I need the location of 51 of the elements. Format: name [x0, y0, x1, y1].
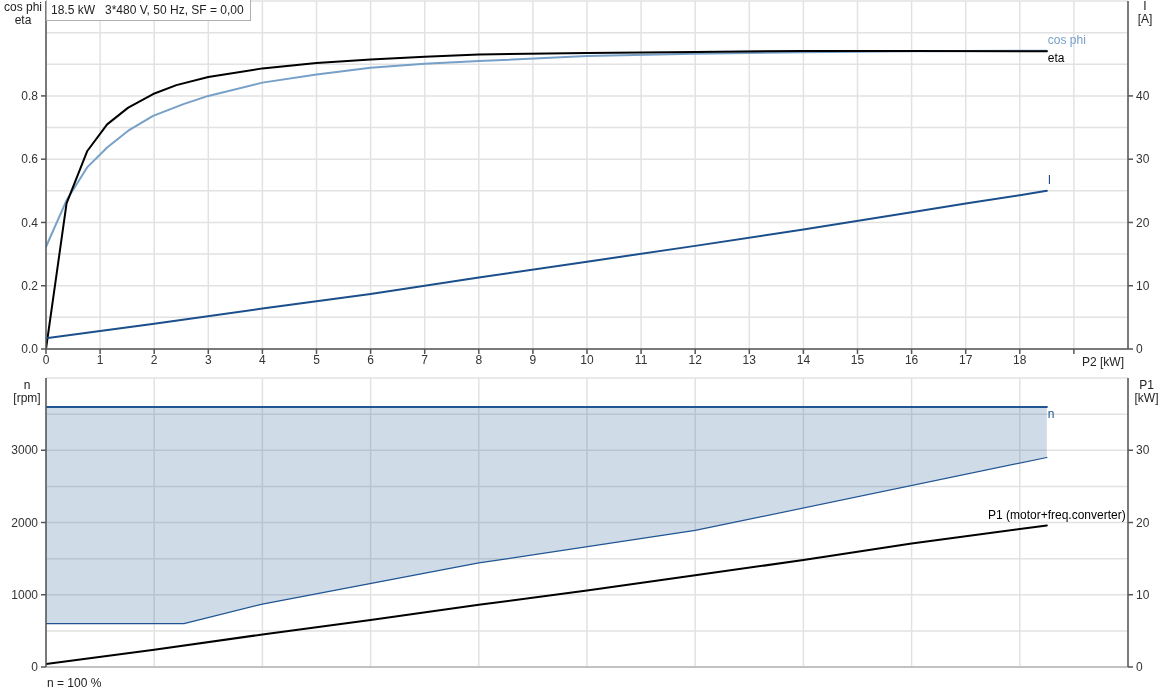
y2-tick-label: 0	[1136, 660, 1143, 675]
x-tick-label: 5	[313, 352, 321, 367]
y2-tick-label: 20	[1136, 515, 1150, 530]
series-label: P1 (motor+freq.converter)	[987, 508, 1126, 523]
y-tick-label: 3000	[11, 443, 39, 458]
y2-tick-label: 40	[1136, 89, 1150, 104]
x-tick-label: 14	[796, 352, 811, 367]
x-tick-label: 3	[204, 352, 212, 367]
x-tick-label: 8	[475, 352, 483, 367]
x-tick-label: 10	[580, 352, 594, 367]
y-axis-title: cos phi eta	[3, 0, 43, 27]
chart-title: 18.5 kW 3*480 V, 50 Hz, SF = 0,00	[46, 0, 251, 21]
line-series	[46, 524, 1048, 666]
y-tick-label: 2000	[11, 515, 39, 530]
text: n = 100 %	[47, 676, 102, 690]
x-tick-label: 7	[421, 352, 429, 367]
y2-tick-label: 10	[1136, 587, 1150, 602]
y-axis-title: n [rpm]	[12, 378, 42, 405]
y-tick-label: 0.4	[21, 215, 39, 230]
x-tick-label: 13	[742, 352, 757, 367]
x-tick-label: 2	[150, 352, 158, 367]
y-tick-label: 0	[31, 660, 39, 675]
series-label: I	[1047, 172, 1052, 187]
x-tick-label: 6	[367, 352, 375, 367]
y-tick-label: 0.2	[21, 278, 39, 293]
y2-tick-label: 30	[1136, 152, 1150, 167]
y-tick-label: 0.6	[21, 152, 39, 167]
x-tick-label: 16	[904, 352, 919, 367]
x-tick-label: 15	[850, 352, 865, 367]
y-tick-label: 1000	[11, 587, 39, 602]
y2-tick-label: 0	[1136, 342, 1143, 357]
x-tick-label: 1	[96, 352, 104, 367]
x-tick-label: 0	[42, 352, 50, 367]
x-tick-label: 11	[634, 352, 648, 367]
y2-axis-title: P1 [kW]	[1133, 378, 1160, 405]
series-label: eta	[1047, 51, 1065, 66]
line-series	[46, 189, 1048, 340]
x-tick-label: 12	[688, 352, 703, 367]
y2-tick-label: 20	[1136, 215, 1150, 230]
y-tick-label: 0.8	[21, 89, 39, 104]
series-label: n	[1047, 406, 1055, 421]
x-tick-label: 4	[259, 352, 267, 367]
y-tick-label: 0.0	[21, 342, 39, 357]
x-axis-title: P2 [kW]	[1082, 355, 1125, 369]
y2-tick-label: 10	[1136, 278, 1150, 293]
y2-axis-title: I [A]	[1136, 0, 1154, 26]
x-tick-label: 9	[529, 352, 537, 367]
x-tick-label: 18	[1013, 352, 1027, 367]
series-label: cos phi	[1047, 32, 1086, 47]
y2-tick-label: 30	[1136, 443, 1150, 458]
x-tick-label: 17	[959, 352, 973, 367]
